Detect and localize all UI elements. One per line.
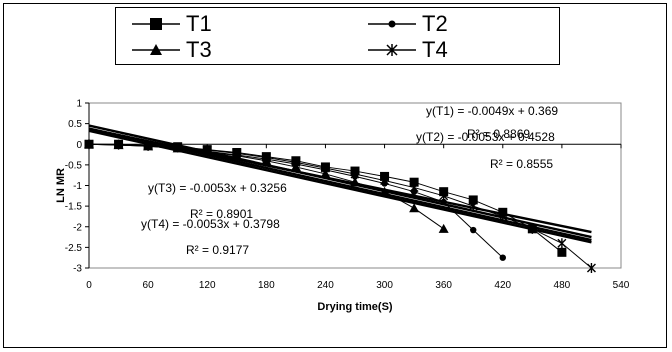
data-point-t4 [261, 152, 271, 163]
y-tick-label: 0.5 [68, 119, 82, 130]
x-tick-label: 360 [435, 280, 452, 291]
x-tick-label: 420 [494, 280, 511, 291]
annotation-label: R² = 0.8555 [490, 157, 553, 171]
data-point-t2 [440, 198, 447, 206]
star-marker-icon [368, 44, 416, 56]
data-series [84, 139, 596, 273]
data-point-t4 [468, 201, 478, 212]
annotation-label: y(T4) = -0.0053x + 0.3798 [141, 217, 280, 231]
y-tick-label: 0 [76, 140, 82, 151]
data-point-t4 [232, 148, 242, 159]
data-point-t4 [527, 223, 537, 234]
legend-item-t1: T1 [130, 11, 212, 36]
legend-item-t2: T2 [366, 11, 448, 36]
data-point-t4 [350, 168, 360, 179]
x-tick-label: 240 [317, 280, 334, 291]
annotation-label: y(T2) = -0.0053x + 0.4528 [416, 130, 555, 144]
y-tick-label: 1 [76, 99, 82, 110]
trendline-t3 [88, 129, 592, 244]
data-point-t4 [557, 238, 567, 249]
legend-item-t4: T4 [366, 37, 448, 62]
x-tick-label: 0 [86, 280, 92, 291]
y-tick-label: -1.5 [65, 202, 83, 213]
data-point-t4 [380, 175, 390, 186]
x-axis-title: Drying time(S) [317, 301, 393, 313]
x-tick-label: 120 [199, 280, 216, 291]
series-t4 [84, 139, 596, 273]
data-point-t3 [438, 223, 449, 233]
data-point-t4 [409, 182, 419, 193]
y-axis-title: LN MR [55, 168, 67, 203]
square-marker-icon [132, 18, 180, 30]
data-point-t4 [291, 157, 301, 168]
data-point-t4 [320, 163, 330, 174]
legend-label-t2: T2 [422, 11, 448, 36]
data-point-t4 [586, 263, 596, 273]
data-point-t1 [409, 177, 419, 187]
y-tick-label: -2.5 [65, 243, 83, 254]
series-line-t4 [88, 143, 592, 269]
legend: T1 T2 T3 T4 [115, 7, 560, 65]
annotations: y(T1) = -0.0049x + 0.369 R² = 0.8869y(T2)… [141, 104, 558, 257]
data-point-t1 [468, 195, 478, 205]
data-point-t2 [499, 254, 506, 261]
x-tick-label: 180 [258, 280, 275, 291]
data-point-t4 [498, 211, 508, 222]
annotation-label: R² = 0.8869 [467, 127, 530, 141]
annotation-label: R² = 0.9177 [186, 243, 249, 257]
legend-label-t3: T3 [186, 37, 212, 62]
data-point-t3 [320, 168, 331, 178]
y-tick-label: -3 [73, 264, 82, 275]
data-point-t3 [350, 177, 360, 187]
annotation-label: y(T1) = -0.0049x + 0.369 [426, 104, 558, 118]
circle-marker-icon [368, 20, 416, 28]
data-point-t3 [379, 186, 390, 196]
x-tick-label: 480 [554, 280, 571, 291]
triangle-marker-icon [132, 44, 180, 55]
y-tick-label: -2 [73, 222, 82, 233]
legend-label-t4: T4 [422, 37, 448, 62]
data-point-t4 [439, 190, 449, 201]
x-tick-label: 300 [376, 280, 393, 291]
annotation-label: R² = 0.8901 [190, 207, 253, 221]
chart-border [3, 3, 667, 348]
axes: 1 0.5 0 -0.5 -1 -1.5 -2 -2.5 -3 0 60 120 180 240 300 36… [65, 99, 630, 292]
y-tick-label: -1 [73, 181, 82, 192]
x-tick-label: 60 [143, 280, 155, 291]
x-tick-label: 540 [613, 280, 630, 291]
y-tick-label: -0.5 [65, 160, 83, 171]
legend-label-t1: T1 [186, 11, 212, 36]
data-point-t3 [409, 203, 420, 213]
annotation-label: y(T3) = -0.0053x + 0.3256 [148, 181, 287, 195]
legend-item-t3: T3 [130, 37, 212, 62]
data-point-t1 [557, 247, 567, 257]
data-point-t2 [470, 226, 477, 234]
